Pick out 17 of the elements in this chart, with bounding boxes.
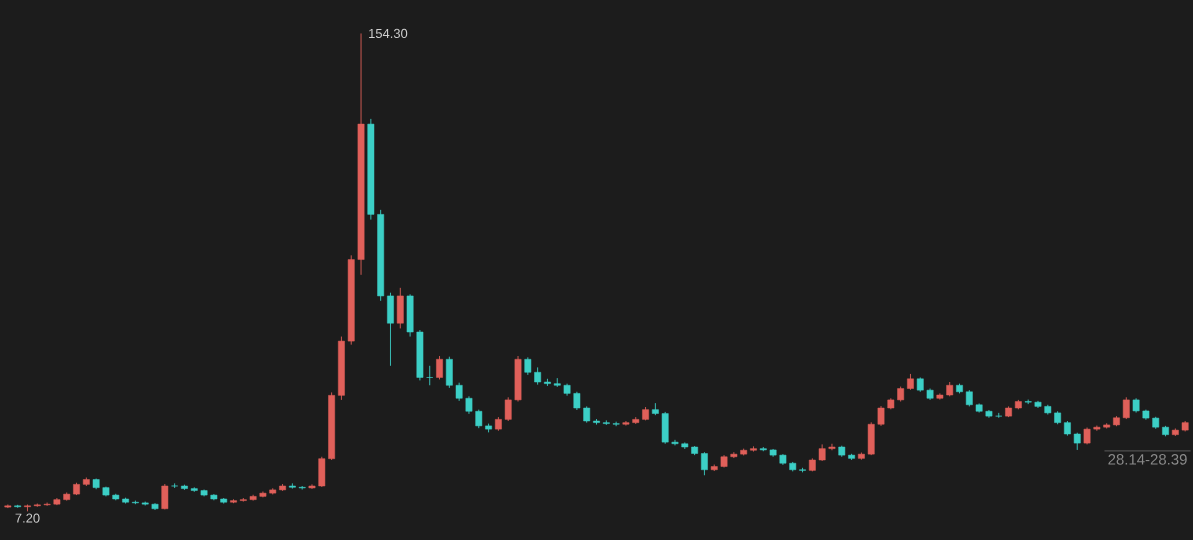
- annotation: 154.30: [369, 28, 408, 39]
- candlestick: [161, 483, 169, 510]
- candlestick: [573, 391, 581, 411]
- candlestick: [426, 365, 434, 386]
- candlestick: [475, 409, 483, 429]
- candlestick: [828, 443, 836, 451]
- candlestick: [877, 405, 885, 427]
- candlestick: [701, 451, 708, 476]
- candlestick: [43, 502, 51, 507]
- candlestick: [436, 355, 443, 380]
- annotation: 28.14-28.39: [1108, 454, 1187, 465]
- candlestick: [612, 421, 620, 427]
- text: 7.20: [15, 513, 40, 523]
- candlestick: [1122, 396, 1130, 420]
- candlestick: [504, 396, 512, 422]
- candlestick: [455, 382, 463, 402]
- candlestick: [622, 420, 630, 427]
